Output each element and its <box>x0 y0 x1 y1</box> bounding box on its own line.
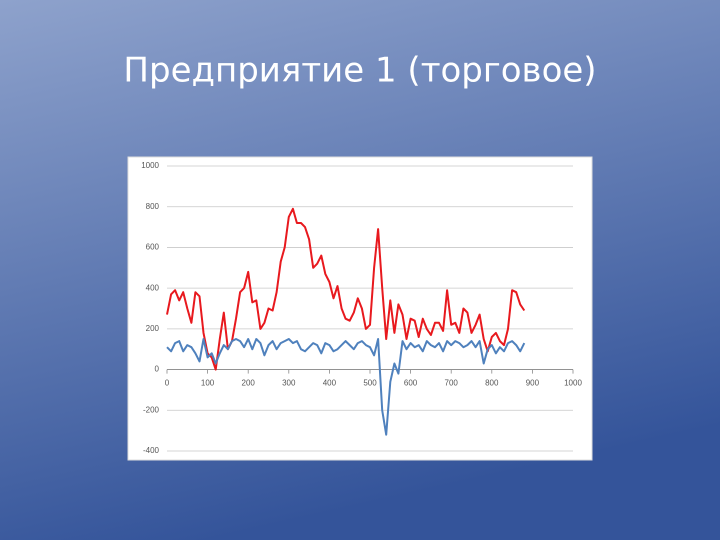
x-tick-label: 900 <box>526 379 540 388</box>
x-tick-label: 300 <box>282 379 296 388</box>
y-tick-label: 0 <box>155 365 160 374</box>
x-tick-label: 700 <box>445 379 459 388</box>
x-tick-label: 800 <box>485 379 499 388</box>
x-tick-label: 600 <box>404 379 418 388</box>
y-tick-label: -200 <box>143 405 160 414</box>
y-tick-label: 600 <box>146 243 160 252</box>
data-line <box>166 207 526 371</box>
data-line <box>166 338 526 436</box>
y-tick-label: 200 <box>146 324 160 333</box>
y-tick-label: 800 <box>146 202 160 211</box>
y-tick-label: -400 <box>143 446 160 455</box>
x-tick-label: 0 <box>165 379 170 388</box>
x-tick-label: 400 <box>323 379 337 388</box>
x-tick-label: 1000 <box>564 379 582 388</box>
x-tick-label: 500 <box>363 379 377 388</box>
slide-title: Предприятие 1 (торговое) <box>123 51 596 91</box>
y-tick-label: 1000 <box>141 161 159 170</box>
x-tick-label: 100 <box>201 379 215 388</box>
chart-area <box>127 156 593 461</box>
y-tick-label: 400 <box>146 283 160 292</box>
x-tick-label: 200 <box>242 379 256 388</box>
